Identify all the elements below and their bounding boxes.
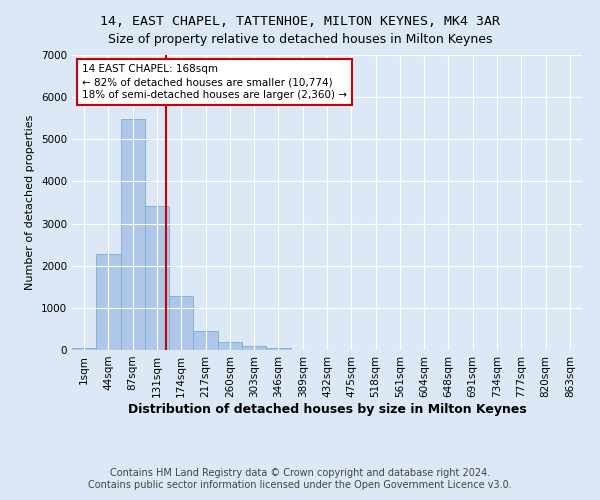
Y-axis label: Number of detached properties: Number of detached properties [25,115,35,290]
Bar [96,254,121,350]
Text: Size of property relative to detached houses in Milton Keynes: Size of property relative to detached ho… [108,32,492,46]
Text: 14 EAST CHAPEL: 168sqm
← 82% of detached houses are smaller (10,774)
18% of semi: 14 EAST CHAPEL: 168sqm ← 82% of detached… [82,64,347,100]
Bar [121,120,145,350]
Bar [169,296,193,350]
Bar [218,342,242,350]
Bar [242,346,266,350]
X-axis label: Distribution of detached houses by size in Milton Keynes: Distribution of detached houses by size … [128,402,526,415]
Text: 14, EAST CHAPEL, TATTENHOE, MILTON KEYNES, MK4 3AR: 14, EAST CHAPEL, TATTENHOE, MILTON KEYNE… [100,15,500,28]
Bar [266,348,290,350]
Text: Contains HM Land Registry data © Crown copyright and database right 2024.
Contai: Contains HM Land Registry data © Crown c… [88,468,512,490]
Bar [72,348,96,350]
Bar [145,206,169,350]
Bar [193,330,218,350]
